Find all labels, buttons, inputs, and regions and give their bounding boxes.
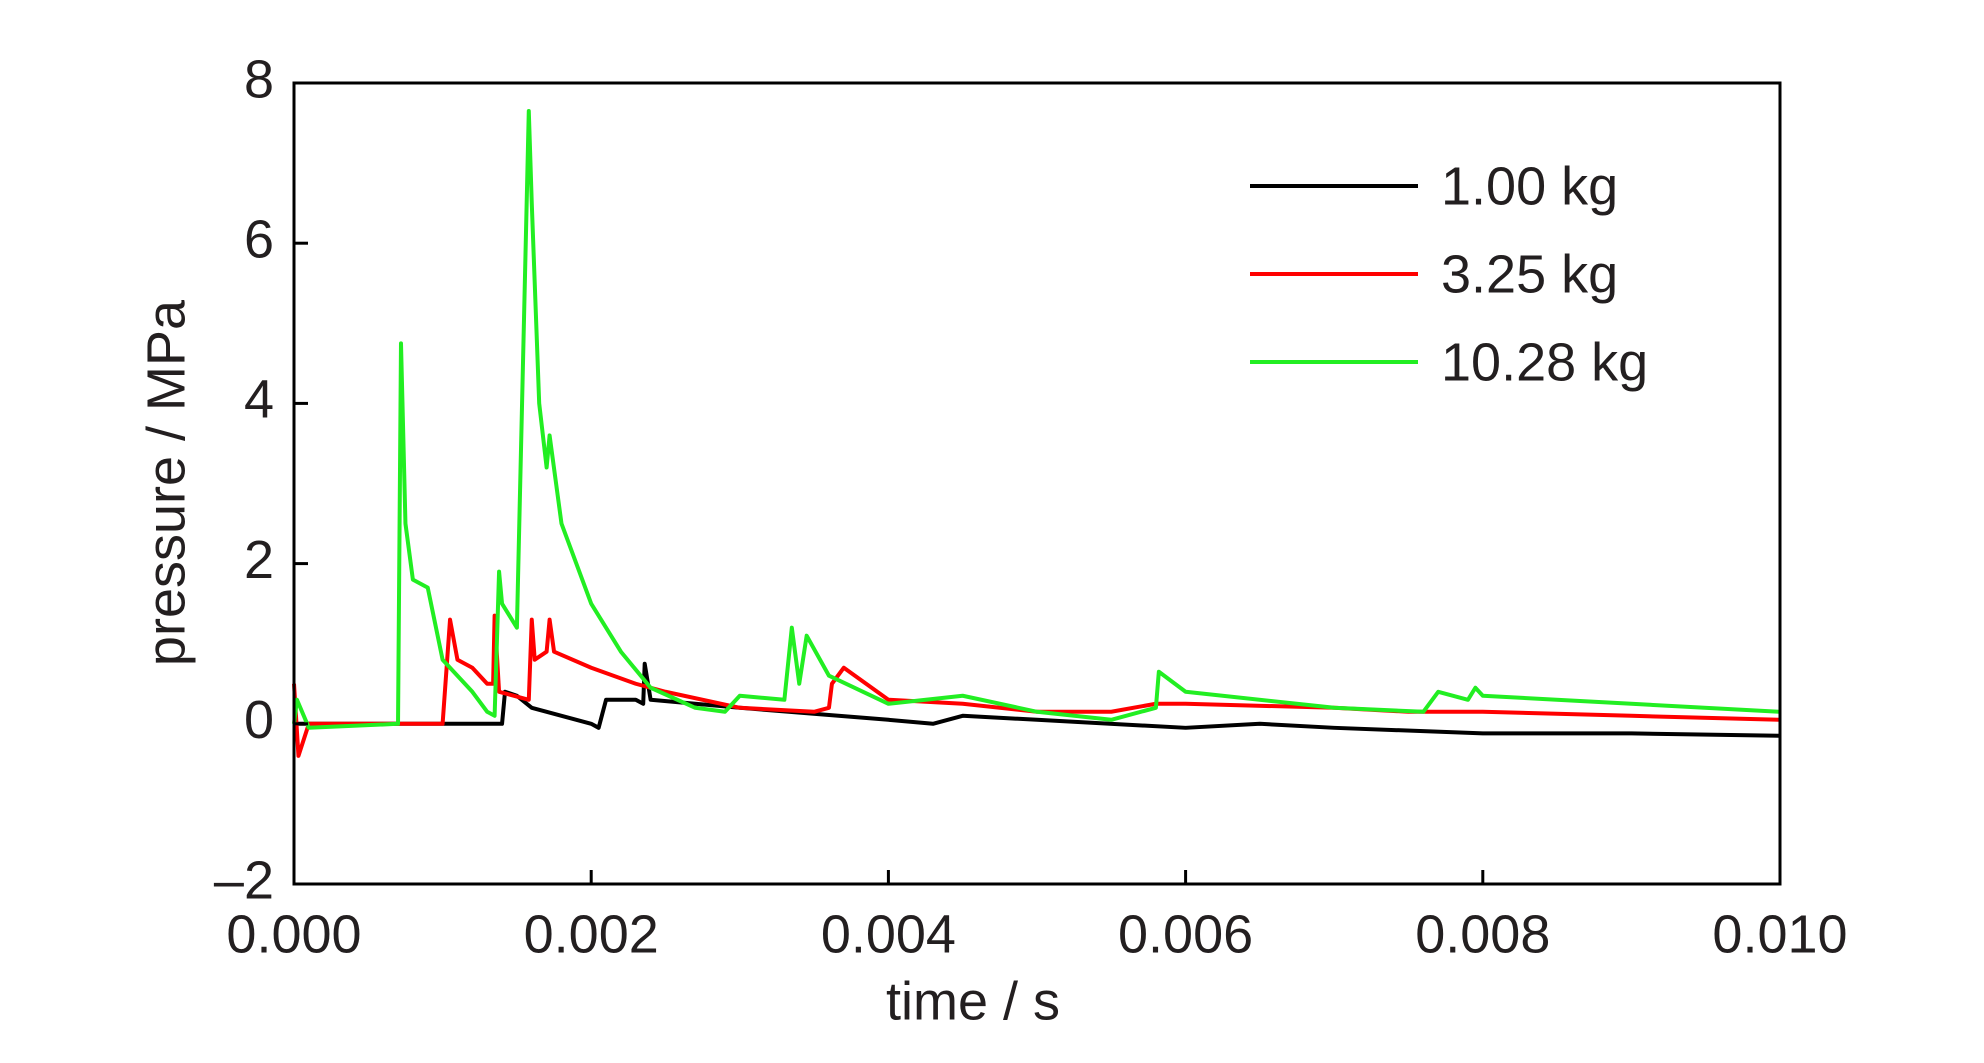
plot-frame — [292, 81, 1782, 886]
x-tick-label: 0.010 — [1712, 904, 1847, 964]
y-tick-label: 2 — [244, 530, 274, 590]
x-axis-title: time / s — [886, 971, 1060, 1031]
series-line — [294, 661, 1781, 738]
y-tick-label: 4 — [244, 370, 274, 430]
legend-label: 10.28 kg — [1441, 332, 1648, 392]
y-tick-label: 8 — [244, 49, 274, 109]
x-tick-label: 0.006 — [1118, 904, 1253, 964]
y-axis-title: pressure / MPa — [136, 299, 196, 666]
x-tick-label: 0.004 — [821, 904, 956, 964]
series-line — [292, 109, 1781, 730]
y-tick-label: –2 — [214, 850, 274, 910]
legend-label: 1.00 kg — [1441, 156, 1618, 216]
x-tick-label: 0.000 — [226, 904, 361, 964]
y-tick-label: 0 — [244, 690, 274, 750]
x-tick-label: 0.008 — [1415, 904, 1550, 964]
y-tick-label: 6 — [244, 209, 274, 269]
x-tick-label: 0.002 — [524, 904, 659, 964]
legend-label: 3.25 kg — [1441, 244, 1618, 304]
series-line — [292, 613, 1781, 758]
